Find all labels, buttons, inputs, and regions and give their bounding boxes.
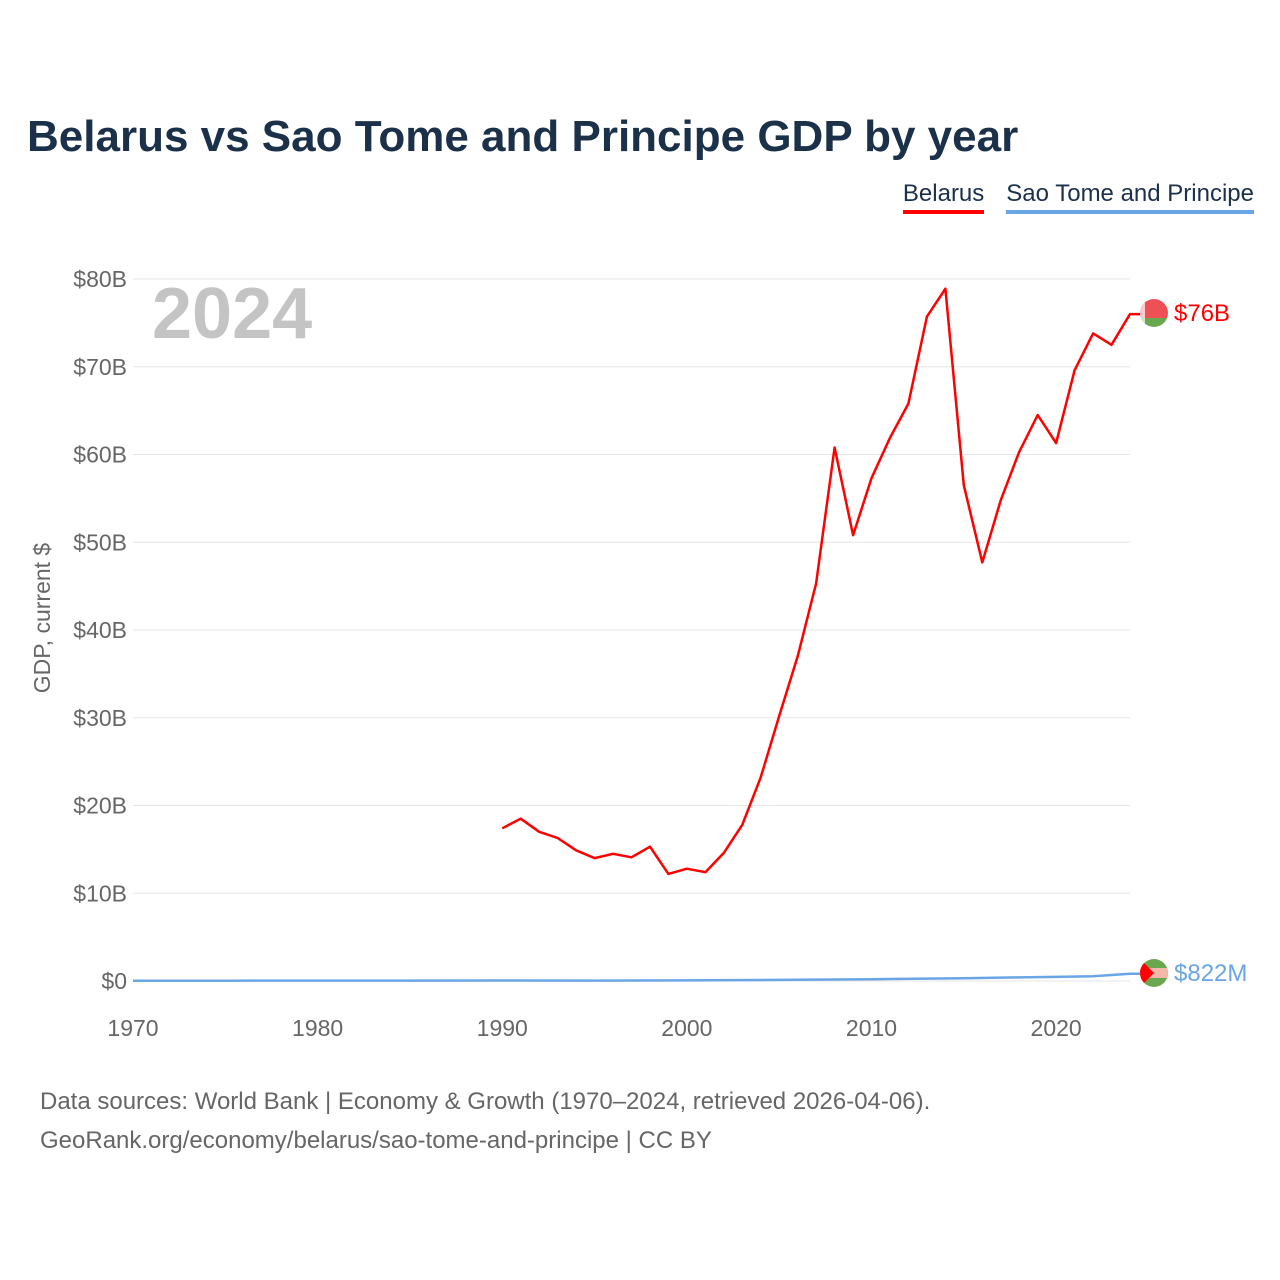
source-note: Data sources: World Bank | Economy & Gro… — [40, 1088, 931, 1115]
year-watermark: 2024 — [152, 274, 312, 354]
series-line-belarus — [501, 287, 1140, 876]
y-tick-label: $20B — [73, 793, 127, 819]
x-tick-label: 1980 — [292, 1015, 343, 1041]
x-tick-label: 2010 — [846, 1015, 897, 1041]
x-tick-label: 2000 — [661, 1015, 712, 1041]
chart-title: Belarus vs Sao Tome and Principe GDP by … — [27, 112, 1019, 161]
y-tick-label: $80B — [73, 266, 127, 292]
y-tick-label: $30B — [73, 705, 127, 731]
legend-belarus[interactable]: Belarus — [902, 180, 985, 214]
y-tick-label: $10B — [73, 880, 127, 906]
y-tick-label: $70B — [73, 354, 127, 380]
belarus-flag-icon — [1140, 299, 1168, 327]
legend: Belarus Sao Tome and Principe — [902, 180, 1254, 214]
y-axis-label: GDP, current $ — [29, 543, 55, 694]
legend-sao-tome[interactable]: Sao Tome and Principe — [1006, 180, 1254, 214]
y-tick-label: $60B — [73, 442, 127, 468]
x-tick-label: 2020 — [1031, 1015, 1082, 1041]
y-tick-label: $50B — [73, 529, 127, 555]
sao-tome-flag-icon — [1140, 959, 1168, 987]
footer: Data sources: World Bank | Economy & Gro… — [40, 1082, 930, 1160]
belarus-end-label: $76B — [1174, 300, 1230, 327]
y-tick-label: $40B — [73, 617, 127, 643]
x-tick-label: 1990 — [477, 1015, 528, 1041]
y-tick-label: $0 — [101, 968, 127, 994]
sao-tome-end-label: $822M — [1174, 960, 1247, 987]
x-tick-label: 1970 — [107, 1015, 158, 1041]
source-link[interactable]: GeoRank.org/economy/belarus/sao-tome-and… — [40, 1127, 712, 1154]
series-line-sao-tome-and-principe — [132, 972, 1140, 983]
